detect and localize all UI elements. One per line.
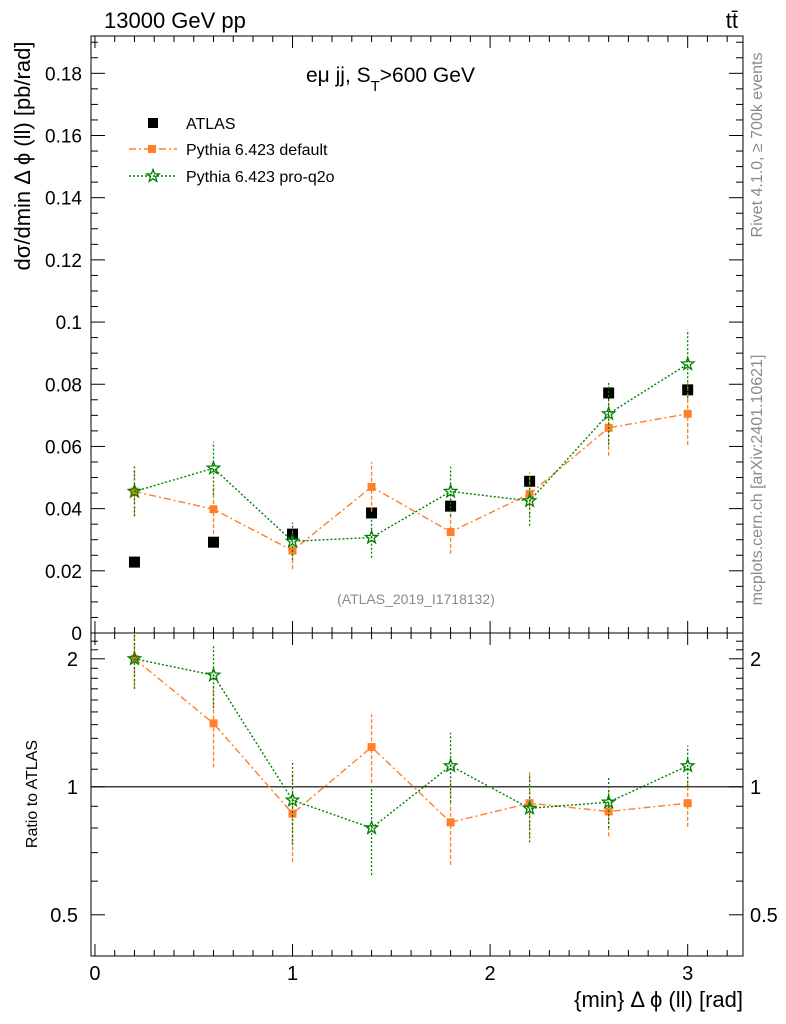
series-line: [134, 363, 689, 543]
ratio-data-point: [683, 799, 692, 808]
data-point: [679, 355, 696, 371]
data-point: [600, 405, 617, 421]
energy-label: 13000 GeV pp: [104, 8, 246, 33]
ratio-data-point: [679, 757, 696, 773]
ratio-data-point: [205, 666, 222, 683]
ratio-y-tick-label-right: 0.5: [750, 905, 778, 927]
data-point: [683, 409, 692, 418]
data-point: [363, 529, 380, 545]
y-axis-title: dσ/dmin Δ ϕ (ll) [pb/rad]: [10, 42, 35, 271]
data-point: [209, 505, 218, 514]
ratio-y-tick-label: 0.5: [50, 905, 78, 927]
ratio-y-tick-label: 1: [67, 777, 78, 799]
ratio-data-point: [126, 650, 143, 666]
data-point: [446, 527, 455, 536]
ratio-plot-frame: [90, 632, 744, 957]
legend-label-proq2o: Pythia 6.423 pro-q2o: [186, 169, 335, 186]
series-line: [134, 413, 688, 552]
data-point: [367, 482, 376, 491]
ratio-data-point: [442, 757, 459, 773]
data-point: [128, 556, 140, 568]
data-point: [126, 483, 143, 499]
data-point: [205, 459, 222, 476]
main-plot-layer: [126, 329, 696, 570]
ratio-data-point: [130, 654, 139, 663]
ratio-y-tick-label: 2: [67, 649, 78, 671]
y-tick-label: 0: [71, 624, 82, 645]
ratio-plot-layer: [126, 633, 696, 876]
ratio-series-pythia-proq2o: [126, 633, 696, 876]
legend-label-atlas: ATLAS: [186, 116, 236, 133]
ratio-data-point: [284, 791, 301, 808]
data-point: [284, 532, 301, 549]
x-tick-label: 3: [682, 963, 693, 985]
y-tick-label: 0.08: [45, 375, 82, 396]
ratio-series-line: [134, 658, 688, 829]
plot-title: eμ jj, ST>600 GeV: [306, 64, 475, 95]
legend-marker-proq2o: [145, 167, 161, 183]
legend-marker-default: [148, 145, 156, 153]
ratio-data-point: [367, 743, 376, 752]
plot-title-subscript: T: [371, 78, 380, 95]
data-point: [445, 500, 457, 512]
legend-label-default: Pythia 6.423 default: [186, 142, 328, 159]
data-point: [521, 492, 538, 508]
x-tick-label: 1: [287, 963, 298, 985]
data-point: [207, 536, 219, 548]
ratio-series-line: [134, 658, 688, 824]
ratio-data-point: [209, 719, 218, 728]
source-note: mcplots.cern.ch [arXiv:2401.10621]: [749, 355, 766, 606]
x-tick-label: 2: [485, 963, 496, 985]
axes-layer: 0 1 2 3 0 0.02 0.04 0.06 0.08 0.1 0.12 0.14 0.16 0.18…: [45, 36, 778, 985]
ratio-data-point: [600, 793, 617, 810]
rivet-note: Rivet 4.1.0, ≥ 700k events: [749, 53, 766, 238]
y-tick-label: 0.04: [45, 500, 82, 521]
plot-title-main: eμ jj, S: [306, 64, 371, 87]
analysis-label: (ATLAS_2019_I1718132): [337, 591, 495, 607]
plot-title-tail: >600 GeV: [380, 64, 475, 87]
ratio-data-point: [521, 799, 538, 816]
x-axis-title: {min} Δ ϕ (ll) [rad]: [574, 987, 743, 1012]
y-tick-label: 0.1: [56, 313, 82, 334]
ratio-series-pythia-default: [130, 633, 692, 865]
y-tick-label: 0.14: [45, 189, 82, 210]
process-label: tt̄: [726, 8, 738, 33]
x-tick-label: 0: [89, 963, 100, 985]
data-point: [442, 483, 459, 499]
data-point: [603, 387, 615, 399]
y-tick-label: 0.12: [45, 251, 82, 272]
series-pythia-proq2o: [126, 329, 696, 560]
ratio-data-point: [363, 819, 380, 835]
ratio-data-point: [288, 809, 297, 818]
ratio-y-tick-label-right: 1: [750, 777, 761, 799]
legend: ATLAS Pythia 6.423 default Pythia 6.423 …: [129, 116, 335, 186]
data-point: [366, 507, 378, 519]
legend-marker-atlas: [148, 118, 158, 128]
y-tick-label: 0.02: [45, 562, 82, 583]
ratio-y-tick-label-right: 2: [750, 649, 761, 671]
ratio-y-axis-title: Ratio to ATLAS: [24, 740, 41, 848]
y-tick-label: 0.18: [45, 64, 82, 85]
y-tick-label: 0.06: [45, 437, 82, 458]
y-tick-label: 0.16: [45, 127, 82, 148]
ratio-data-point: [446, 818, 455, 827]
